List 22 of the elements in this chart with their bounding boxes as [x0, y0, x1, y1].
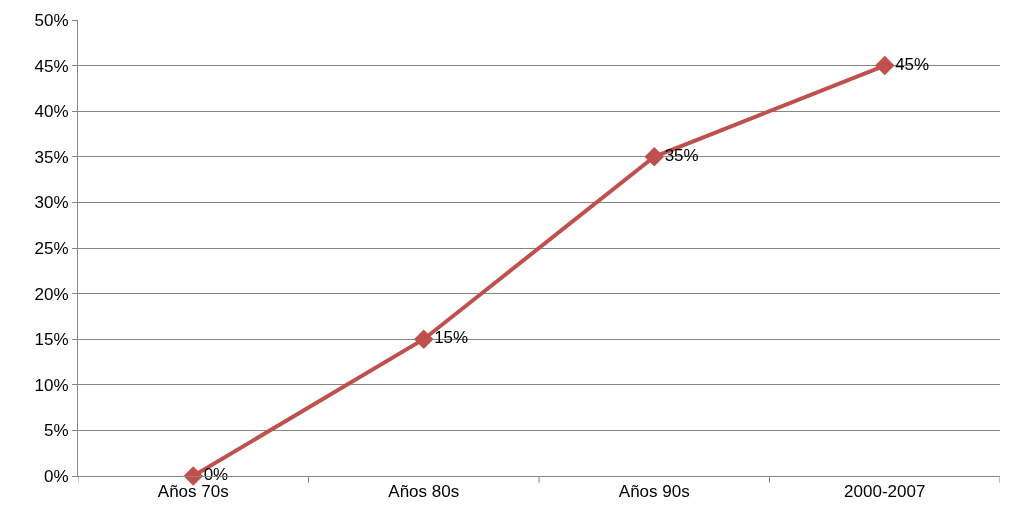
point — [414, 329, 434, 349]
point — [875, 55, 895, 76]
point — [644, 147, 664, 167]
y-tick-label: 15% — [34, 330, 69, 350]
data-label: 15% — [434, 328, 469, 348]
y-tick-label: 40% — [34, 102, 69, 122]
y-tick-label: 5% — [44, 421, 69, 441]
y-tick-label: 25% — [34, 238, 69, 258]
y-tick-label: 35% — [34, 147, 69, 167]
x-tick-label: Años 80s — [388, 482, 460, 502]
x-tick-label: 2000-2007 — [844, 482, 926, 502]
x-tick-label: Años 90s — [618, 482, 690, 502]
y-tick-label: 50% — [34, 10, 69, 30]
point — [183, 466, 203, 486]
data-label: 35% — [664, 146, 699, 166]
y-tick-label: 30% — [34, 193, 69, 213]
y-tick-label: 45% — [34, 56, 69, 76]
data-label: 45% — [895, 54, 930, 74]
x-tick-label: Años 70s — [157, 482, 229, 502]
y-tick-label: 20% — [34, 284, 69, 304]
y-tick-label: 10% — [34, 375, 69, 395]
y-tick-label: 0% — [44, 466, 69, 486]
